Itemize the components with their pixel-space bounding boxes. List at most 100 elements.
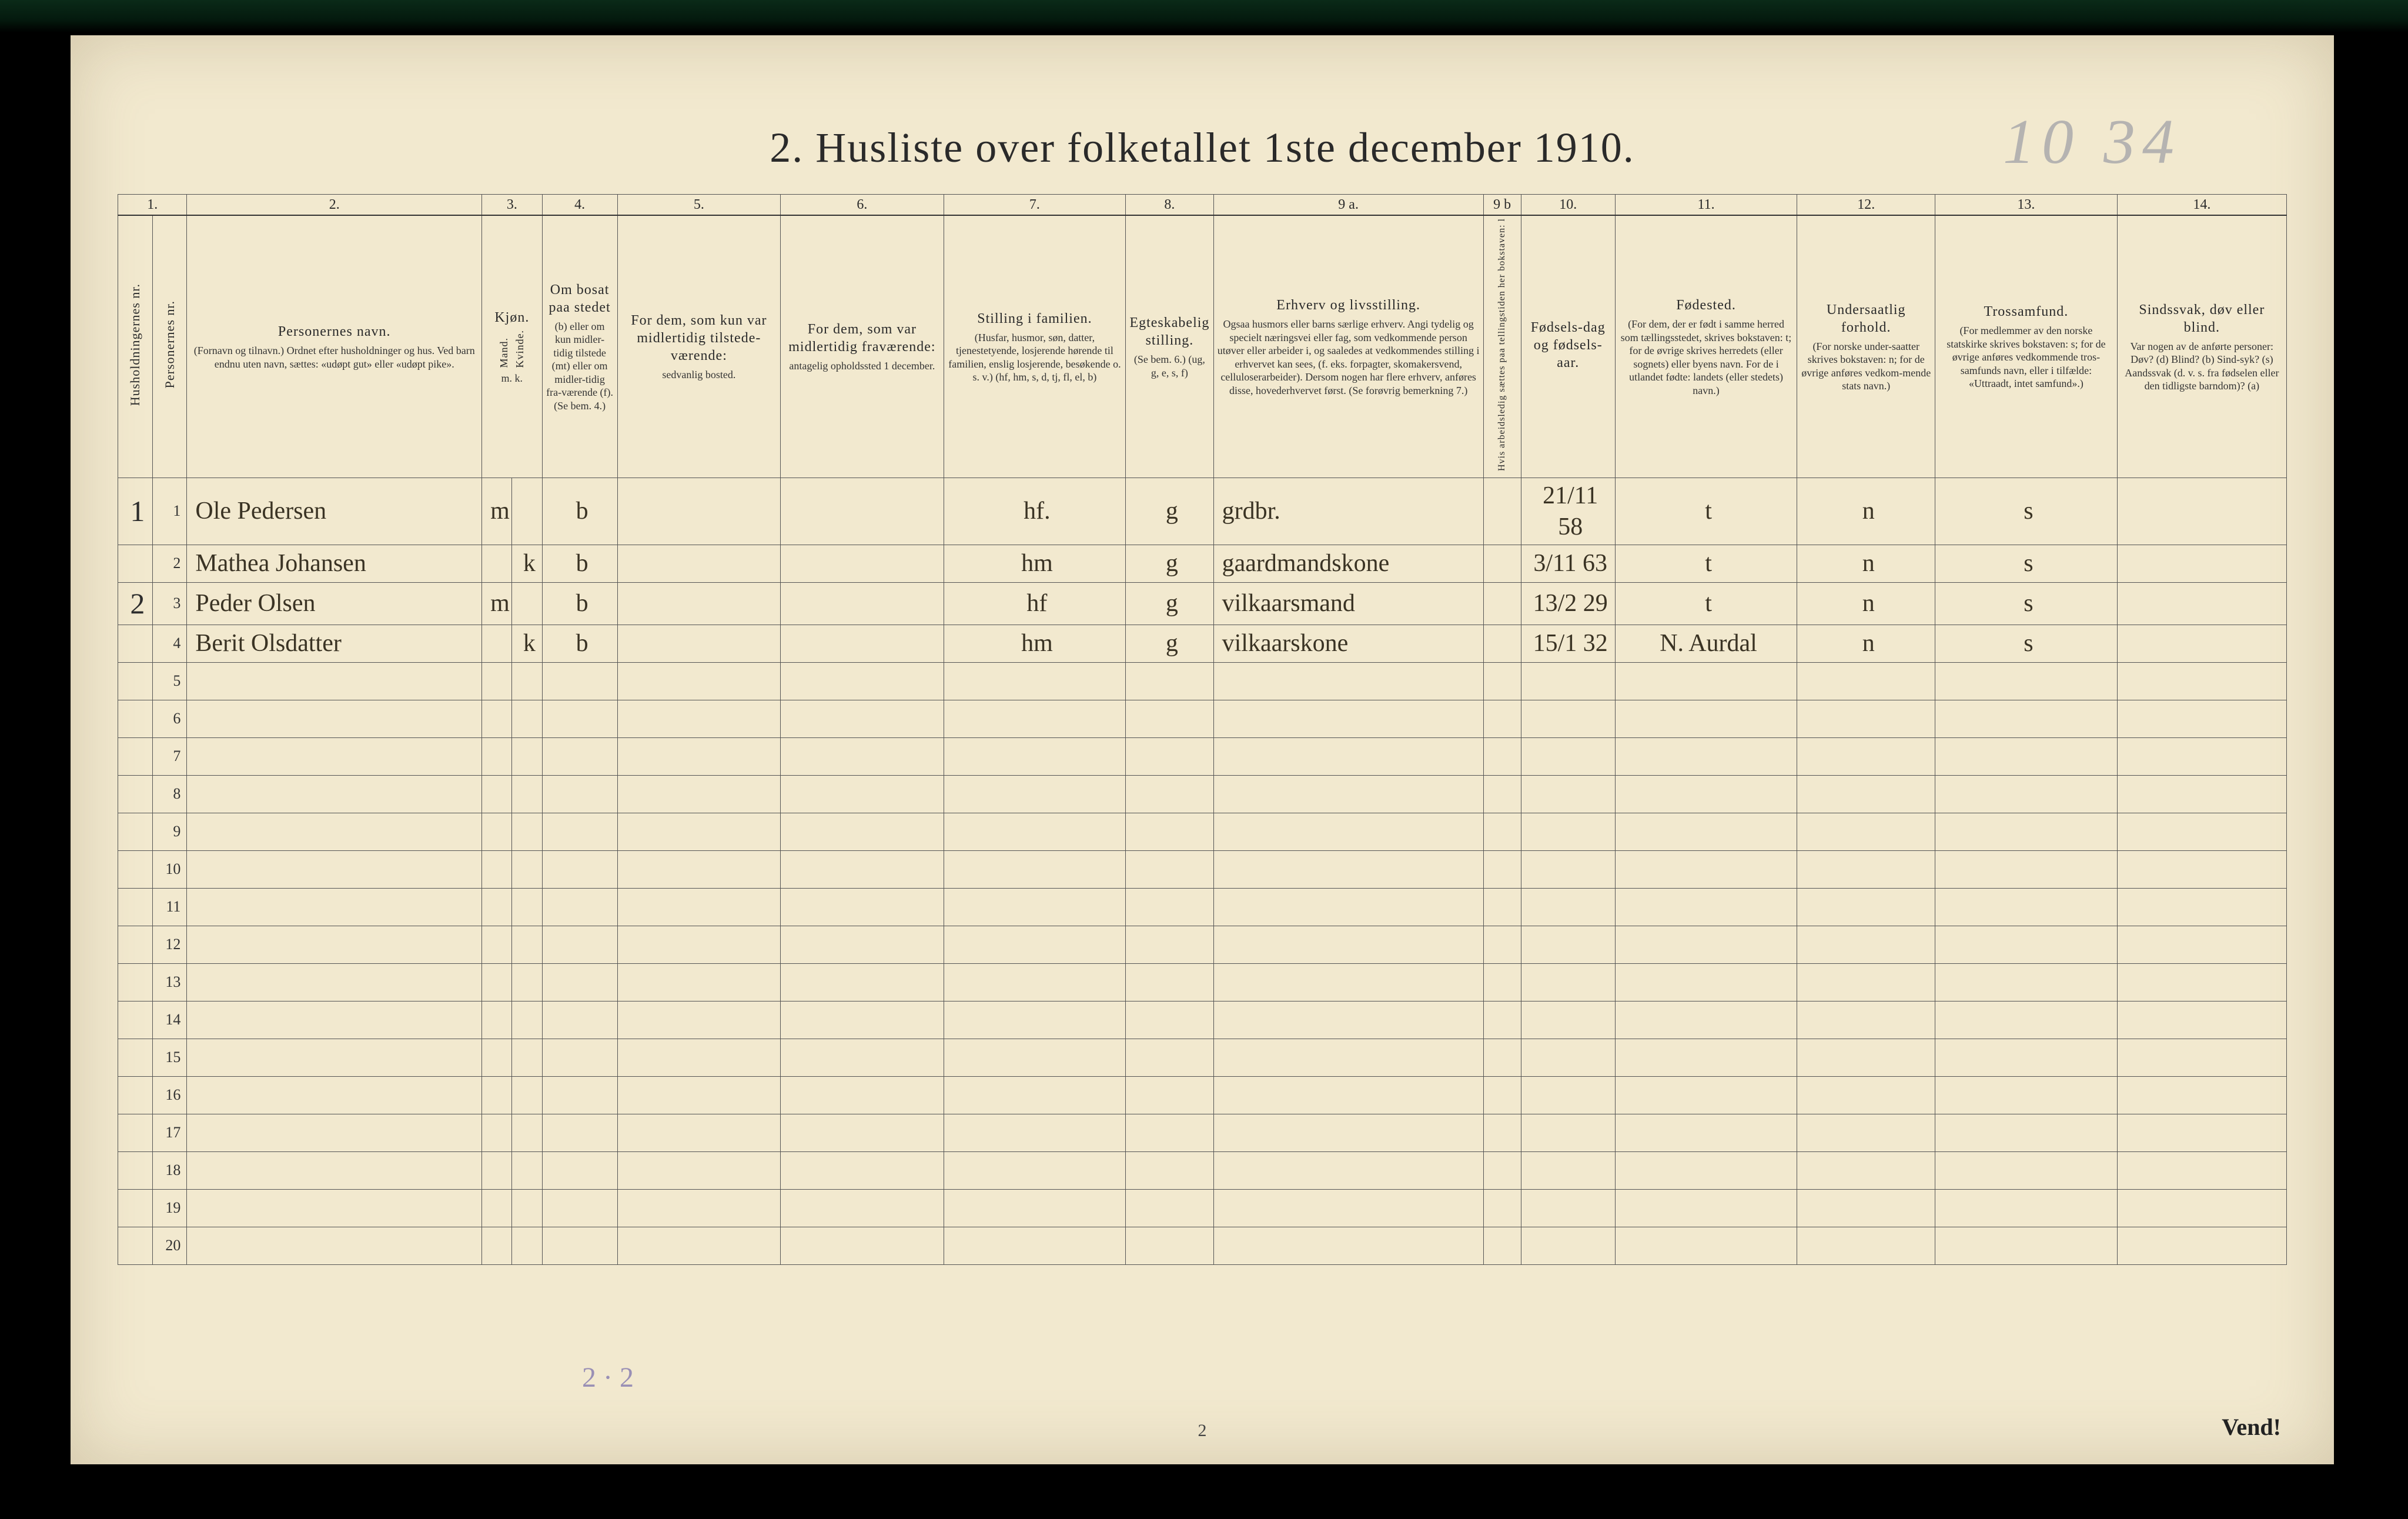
cell-empty [542, 888, 617, 926]
colnum-9b: 9 b [1483, 195, 1521, 216]
cell-empty [1483, 700, 1521, 737]
colnum-4: 4. [542, 195, 617, 216]
cell-empty [512, 850, 542, 888]
cell-empty [617, 775, 781, 813]
cell-household-no [118, 737, 153, 775]
cell-household-no [118, 775, 153, 813]
cell-empty [617, 1151, 781, 1189]
cell-8: g [1126, 545, 1213, 583]
cell-empty [1521, 1151, 1615, 1189]
cell-empty [1126, 813, 1213, 850]
cell-empty [187, 662, 482, 700]
cell-empty [1521, 813, 1615, 850]
cell-empty [617, 662, 781, 700]
cell-sex-m: m [482, 478, 512, 545]
header-13-sub: (For medlemmer av den norske statskirke … [1939, 324, 2113, 390]
cell-empty [187, 850, 482, 888]
header-9b-label: Hvis arbeidsledig sættes paa tellingstid… [1496, 218, 1508, 471]
cell-empty [944, 737, 1126, 775]
cell-empty [542, 737, 617, 775]
colnum-2: 2. [187, 195, 482, 216]
cell-sex-k: k [512, 545, 542, 583]
cell-empty [1521, 737, 1615, 775]
colnum-5: 5. [617, 195, 781, 216]
cell-empty [1615, 1189, 1797, 1227]
cell-empty [187, 963, 482, 1001]
cell-empty [542, 1039, 617, 1076]
page-title: 2. Husliste over folketallet 1ste decemb… [71, 123, 2334, 172]
cell-empty [1126, 662, 1213, 700]
cell-9a: grdbr. [1213, 478, 1483, 545]
cell-empty [617, 813, 781, 850]
cell-empty [1935, 926, 2118, 963]
header-name: Personernes navn. (Fornavn og tilnavn.) … [187, 215, 482, 478]
cell-bosat: b [542, 478, 617, 545]
table-body: 11Ole Pedersenmbhf.ggrdbr.21/11 58tns2Ma… [118, 478, 2287, 1265]
cell-empty [482, 888, 512, 926]
cell-empty [944, 1076, 1126, 1114]
cell-person-no: 17 [152, 1114, 187, 1151]
cell-empty [187, 775, 482, 813]
cell-empty [1521, 1189, 1615, 1227]
cell-empty [1126, 1001, 1213, 1039]
cell-empty [482, 963, 512, 1001]
cell-sex-k: k [512, 625, 542, 662]
cell-household-no [118, 888, 153, 926]
cell-empty [1615, 662, 1797, 700]
cell-7: hm [944, 545, 1126, 583]
cell-empty [542, 1151, 617, 1189]
cell-sex-m [482, 625, 512, 662]
header-8: Egteskabelig stilling. (Se bem. 6.) (ug,… [1126, 215, 1213, 478]
cell-empty [1615, 1039, 1797, 1076]
header-bosat-main: Om bosat paa stedet [546, 281, 614, 316]
cell-household-no [118, 700, 153, 737]
cell-empty [187, 888, 482, 926]
cell-empty [1615, 926, 1797, 963]
cell-empty [1797, 1039, 1935, 1076]
cell-empty [617, 737, 781, 775]
cell-empty [1126, 1227, 1213, 1264]
cell-household-no [118, 1227, 153, 1264]
cell-empty [2117, 1076, 2286, 1114]
cell-person-no: 13 [152, 963, 187, 1001]
table-row: 11 [118, 888, 2287, 926]
table-row: 9 [118, 813, 2287, 850]
cell-8: g [1126, 478, 1213, 545]
cell-empty [1521, 1114, 1615, 1151]
header-12: Undersaatlig forhold. (For norske under-… [1797, 215, 1935, 478]
header-11-sub: (For dem, der er født i samme herred som… [1619, 318, 1794, 397]
cell-7: hf. [944, 478, 1126, 545]
cell-13: s [1935, 625, 2118, 662]
cell-person-no: 6 [152, 700, 187, 737]
cell-empty [512, 888, 542, 926]
cell-11: N. Aurdal [1615, 625, 1797, 662]
cell-11: t [1615, 478, 1797, 545]
cell-empty [2117, 1039, 2286, 1076]
cell-empty [1126, 1076, 1213, 1114]
header-5-main: For dem, som kun var midlertidig tilsted… [621, 312, 777, 365]
cell-empty [1483, 1001, 1521, 1039]
cell-9a: vilkaarskone [1213, 625, 1483, 662]
cell-empty [512, 700, 542, 737]
cell-empty [2117, 737, 2286, 775]
cell-person-no: 10 [152, 850, 187, 888]
cell-empty [781, 963, 944, 1001]
cell-empty [187, 1001, 482, 1039]
cell-empty [1797, 888, 1935, 926]
header-11-main: Fødested. [1619, 296, 1794, 314]
cell-empty [2117, 813, 2286, 850]
cell-empty [944, 1227, 1126, 1264]
column-number-row: 1. 2. 3. 4. 5. 6. 7. 8. 9 a. 9 b 10. 11.… [118, 195, 2287, 216]
cell-empty [1521, 775, 1615, 813]
header-13: Trossamfund. (For medlemmer av den norsk… [1935, 215, 2118, 478]
cell-empty [1521, 963, 1615, 1001]
cell-empty [1797, 737, 1935, 775]
cell-empty [1213, 775, 1483, 813]
cell-9b [1483, 625, 1521, 662]
cell-10: 15/1 32 [1521, 625, 1615, 662]
cell-empty [187, 700, 482, 737]
cell-empty [482, 926, 512, 963]
cell-household-no [118, 1076, 153, 1114]
cell-household-no [118, 813, 153, 850]
cell-empty [1213, 1114, 1483, 1151]
